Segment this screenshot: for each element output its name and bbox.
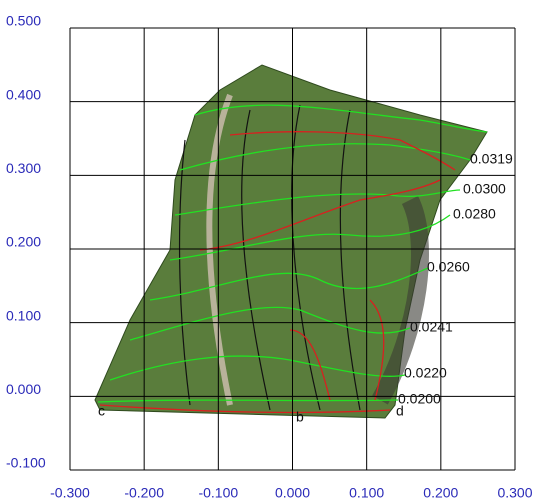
contour-label: 0.0220 [404,365,447,381]
x-tick-label: -0.100 [198,485,238,501]
contour-label: 0.0260 [427,259,470,275]
y-tick-label: -0.100 [6,455,46,471]
x-tick-label: 0.300 [497,485,532,501]
y-tick-label: 0.100 [6,307,41,323]
y-tick-label: 0.300 [6,160,41,176]
y-tick-label: 0.500 [6,13,41,29]
point-label: b [296,409,304,425]
x-tick-label: 0.200 [423,485,458,501]
y-tick-label: 0.400 [6,86,41,102]
x-tick-label: -0.200 [124,485,164,501]
x-tick-label: 0.100 [349,485,384,501]
chart: -0.300 -0.200 -0.100 0.000 0.100 0.200 0.300 -0… [0,0,542,503]
y-tick-label: 0.000 [6,381,41,397]
contour-label: 0.0280 [453,206,496,222]
x-tick-label: 0.000 [275,485,310,501]
contour-label: 0.0200 [398,391,441,407]
y-tick-label: 0.200 [6,234,41,250]
point-label: c [98,403,105,419]
contour-label: 0.0319 [470,151,513,167]
contour-label: 0.0300 [463,181,506,197]
contour-label: 0.0241 [410,319,453,335]
point-label: d [396,403,404,419]
x-tick-label: -0.300 [50,485,90,501]
